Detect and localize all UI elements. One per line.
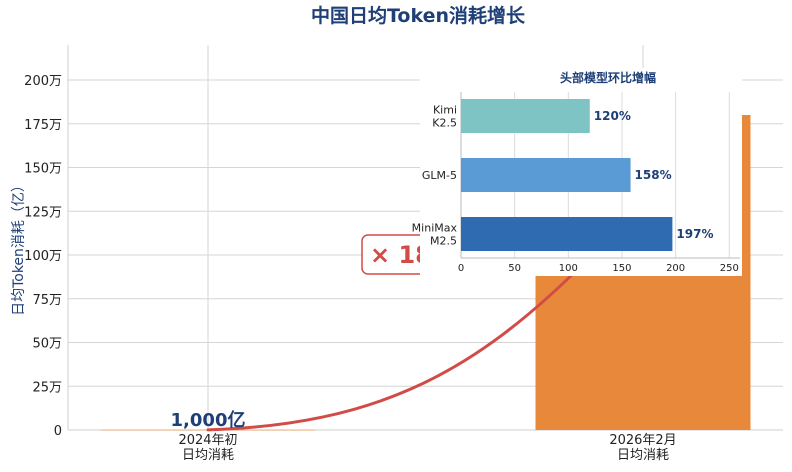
inset-x-tick-label: 250 (720, 263, 739, 274)
y-tick-label: 125万 (24, 205, 62, 220)
inset-category-label: MiniMax M2.5 (412, 222, 458, 248)
y-axis-label: 日均Token消耗（亿） (11, 178, 27, 316)
main-x-axis: 2024年初日均消耗 2026年2月日均消耗 (178, 433, 676, 463)
inset-value-label: 120% (594, 109, 631, 123)
start-value-label: 1,000亿 (171, 409, 246, 431)
inset-x-tick-label: 150 (612, 263, 631, 274)
inset-x-tick-label: 50 (508, 263, 521, 274)
inset-bars: 120% Kimi K2.5 158% GLM-5 197% MiniMax M2.5 (412, 99, 713, 251)
y-tick-label: 25万 (32, 380, 62, 395)
y-tick-label: 175万 (24, 118, 62, 133)
growth-curve (206, 260, 587, 432)
y-tick-label: 100万 (24, 249, 62, 264)
y-tick-label: 75万 (32, 293, 62, 308)
inset-x-tick-label: 0 (458, 263, 464, 274)
inset-value-label: 158% (635, 168, 672, 182)
y-tick-label: 200万 (24, 74, 62, 89)
inset-bar (461, 217, 673, 251)
inset-bar (461, 158, 631, 192)
inset-x-tick-label: 100 (559, 263, 578, 274)
y-tick-label: 150万 (24, 162, 62, 177)
x-tick-label: 2024年初日均消耗 (178, 433, 237, 463)
y-tick-label: 50万 (32, 337, 62, 352)
main-y-axis: 0 25万 50万 75万 100万 125万 150万 175万 200万 (24, 74, 62, 439)
inset-chart: 头部模型环比增幅 120% Kimi K2.5 158% GLM-5 197% MiniMa… (412, 68, 742, 276)
chart-title: 中国日均Token消耗增长 (311, 4, 526, 27)
inset-x-axis: 0 50 100 150 200 250 (458, 263, 739, 274)
inset-title: 头部模型环比增幅 (560, 70, 656, 85)
inset-x-tick-label: 200 (666, 263, 685, 274)
inset-value-label: 197% (676, 227, 713, 241)
inset-category-label: GLM-5 (422, 169, 457, 182)
inset-bar (461, 99, 590, 133)
y-tick-label: 0 (54, 424, 62, 439)
inset-category-label: Kimi K2.5 (432, 104, 457, 130)
x-tick-label: 2026年2月日均消耗 (609, 433, 676, 463)
